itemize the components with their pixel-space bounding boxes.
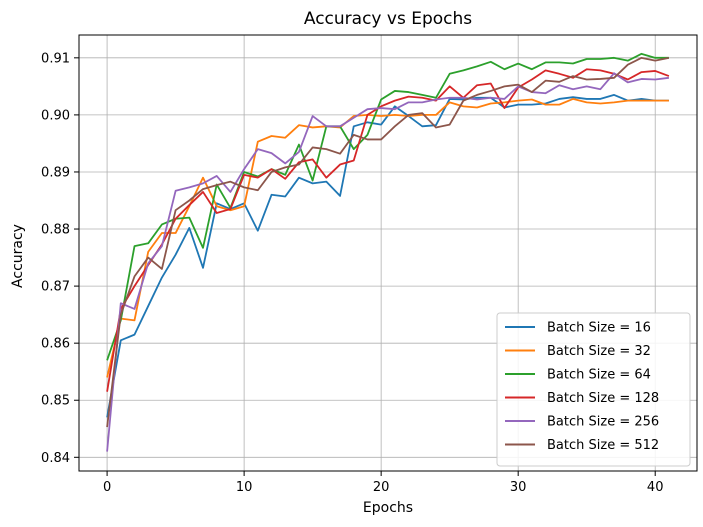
y-tick-label: 0.88 (41, 223, 70, 238)
y-tick-label: 0.84 (41, 451, 70, 466)
x-tick-label: 0 (103, 480, 111, 495)
y-tick-label: 0.86 (41, 337, 70, 352)
x-tick-label: 40 (647, 480, 664, 495)
y-tick-label: 0.91 (41, 51, 70, 66)
x-tick-label: 10 (236, 480, 253, 495)
legend: Batch Size = 16 Batch Size = 32 Batch Size… (496, 312, 691, 467)
series-line-1 (106, 98, 669, 378)
y-axis-ticks: 0.84 0.85 0.86 0.87 0.88 0.89 0.90 0.91 (41, 51, 79, 466)
x-axis-ticks: 0 10 20 30 40 (103, 471, 664, 495)
legend-label-1: Batch Size = 32 (547, 344, 651, 359)
series-line-4 (106, 72, 670, 452)
legend-label-4: Batch Size = 256 (547, 415, 659, 430)
grid (79, 35, 697, 471)
x-axis-label: Epochs (363, 500, 413, 516)
legend-label-0: Batch Size = 16 (547, 321, 651, 336)
series-line-5 (106, 56, 670, 428)
series-lines (106, 52, 670, 452)
x-tick-label: 30 (510, 480, 527, 495)
chart-title: Accuracy vs Epochs (304, 9, 472, 29)
legend-label-3: Batch Size = 128 (547, 391, 659, 406)
plot-frame (78, 34, 698, 472)
legend-label-5: Batch Size = 512 (547, 438, 659, 453)
y-tick-label: 0.85 (41, 394, 70, 409)
y-tick-label: 0.87 (41, 280, 70, 295)
y-tick-label: 0.89 (41, 165, 70, 180)
x-tick-label: 20 (373, 480, 390, 495)
y-axis-label: Accuracy (10, 224, 26, 288)
y-tick-label: 0.90 (41, 108, 70, 123)
series-line-2 (106, 52, 669, 361)
legend-label-2: Batch Size = 64 (547, 368, 651, 383)
legend-box (496, 312, 691, 467)
